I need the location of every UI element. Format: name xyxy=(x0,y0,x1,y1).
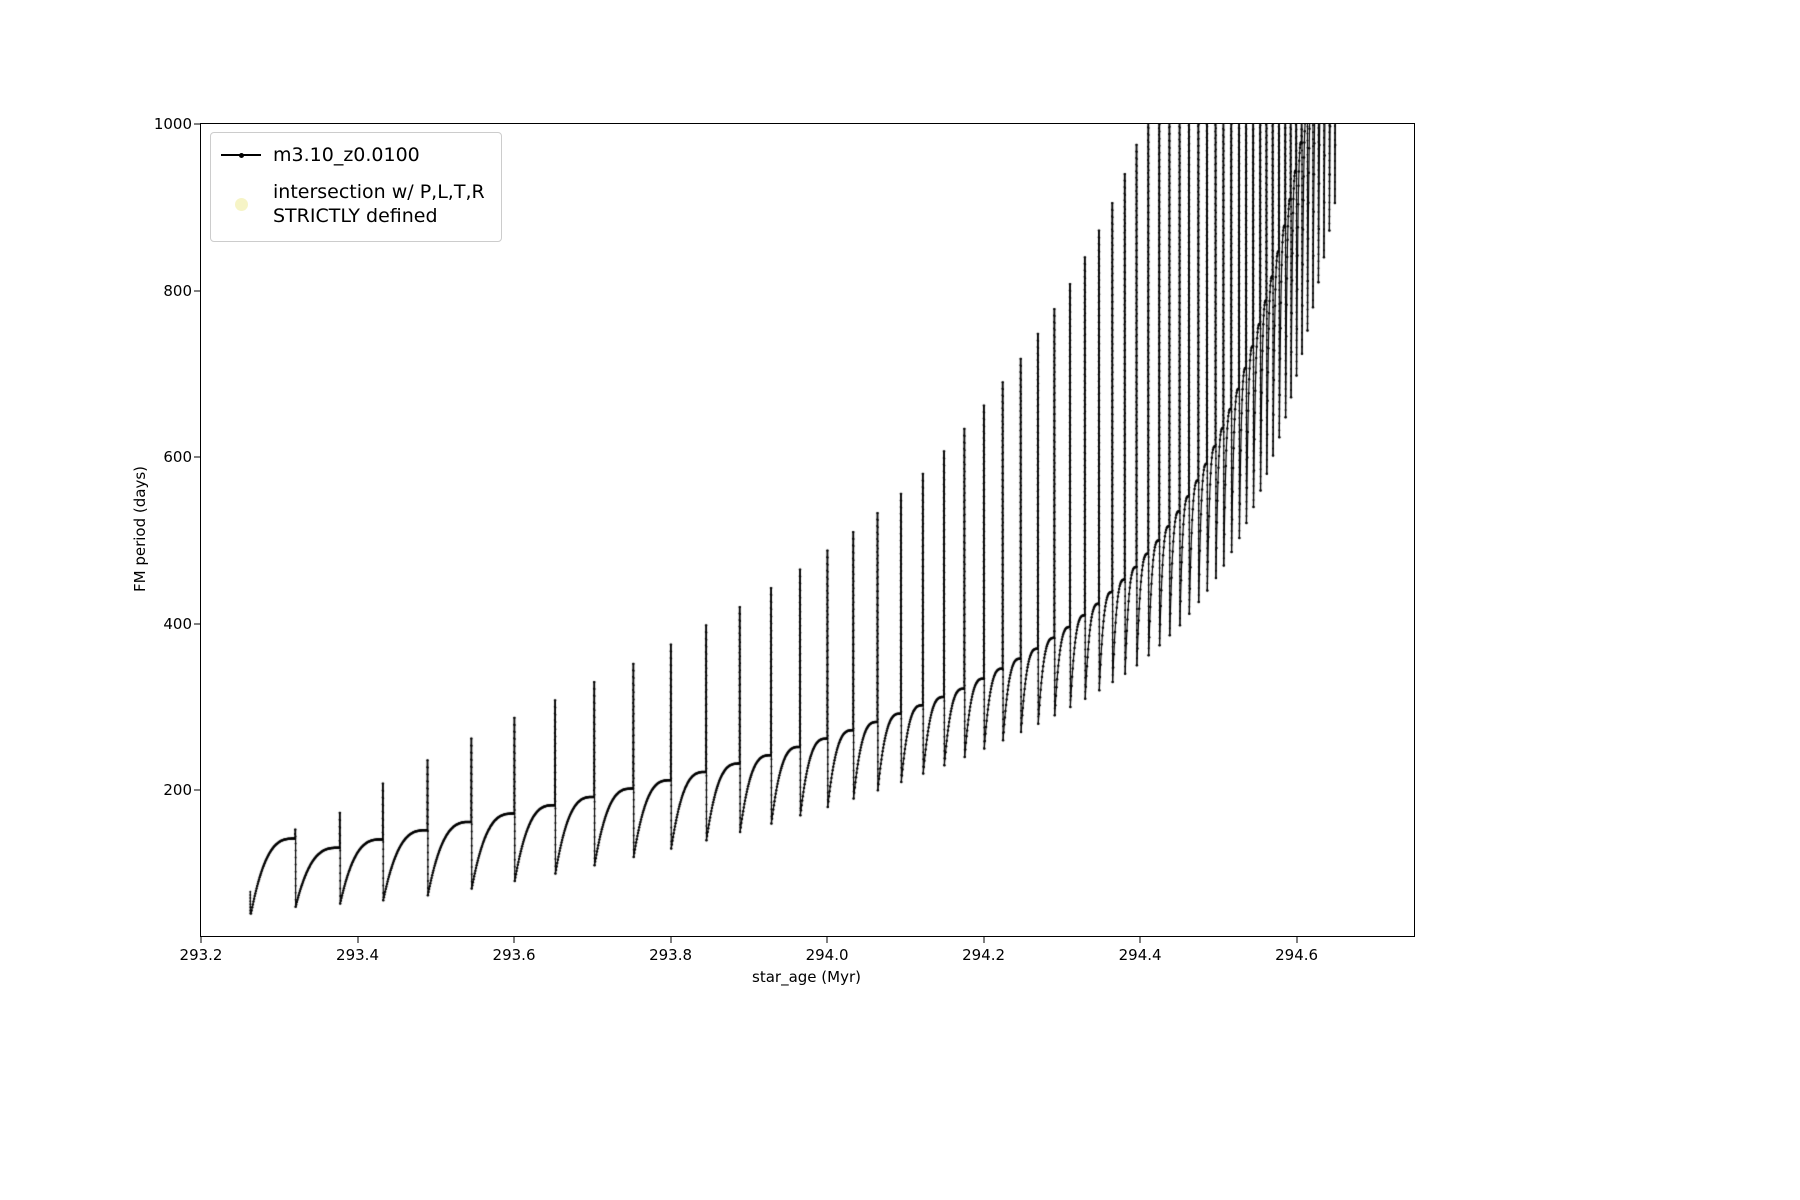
x-tick-mark xyxy=(357,937,359,943)
legend-entry-intersection: intersection w/ P,L,T,R STRICTLY defined xyxy=(221,180,485,229)
x-tick-label: 294.4 xyxy=(1118,946,1162,964)
x-axis-label: star_age (Myr) xyxy=(752,968,861,986)
x-tick-label: 294.6 xyxy=(1275,946,1319,964)
x-tick-label: 293.2 xyxy=(179,946,223,964)
x-tick-mark xyxy=(1296,937,1298,943)
legend: m3.10_z0.0100 intersection w/ P,L,T,R ST… xyxy=(210,132,502,243)
y-axis-label: FM period (days) xyxy=(131,466,149,592)
x-tick-mark xyxy=(513,937,515,943)
y-tick-label: 200 xyxy=(163,781,192,800)
y-tick-label: 400 xyxy=(163,614,192,633)
x-tick-mark xyxy=(983,937,985,943)
y-tick-label: 800 xyxy=(163,281,192,300)
line-dot-marker-icon xyxy=(221,147,261,163)
circle-marker-icon xyxy=(221,196,261,212)
y-tick-mark xyxy=(194,456,200,458)
x-tick-mark xyxy=(1139,937,1141,943)
x-tick-mark xyxy=(200,937,202,943)
y-tick-mark xyxy=(194,123,200,125)
data-series-canvas xyxy=(201,124,1414,936)
x-tick-label: 293.6 xyxy=(492,946,536,964)
y-tick-mark xyxy=(194,290,200,292)
x-tick-mark xyxy=(826,937,828,943)
y-tick-mark xyxy=(194,623,200,625)
x-tick-label: 294.0 xyxy=(805,946,849,964)
plot-area: m3.10_z0.0100 intersection w/ P,L,T,R ST… xyxy=(154,115,1415,964)
x-tick-label: 293.8 xyxy=(649,946,693,964)
x-tick-mark xyxy=(670,937,672,943)
y-tick-label: 1000 xyxy=(153,115,192,133)
legend-label-intersection: intersection w/ P,L,T,R STRICTLY defined xyxy=(273,180,485,228)
legend-label-series: m3.10_z0.0100 xyxy=(273,144,420,166)
x-tick-label: 293.4 xyxy=(336,946,379,964)
y-tick-mark xyxy=(194,789,200,791)
x-tick-label: 294.2 xyxy=(962,946,1006,964)
y-tick-label: 600 xyxy=(163,448,192,467)
legend-entry-series: m3.10_z0.0100 xyxy=(221,143,485,168)
